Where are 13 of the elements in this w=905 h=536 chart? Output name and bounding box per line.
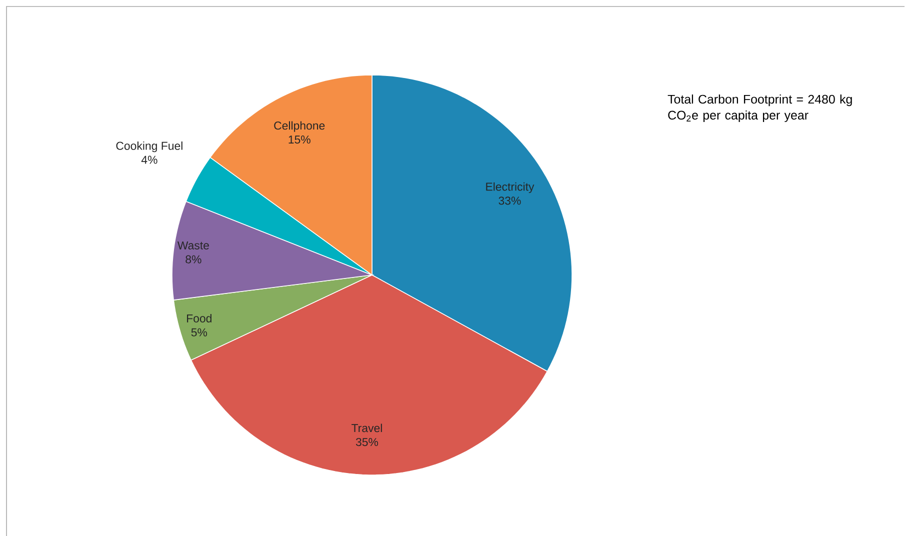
data-label: 4% — [141, 156, 158, 164]
data-label: 15% — [288, 135, 310, 144]
slice-label: Food — [187, 314, 212, 322]
slice-label: Travel — [352, 424, 382, 432]
data-label: 5% — [191, 328, 208, 336]
slice-label: Electricity — [486, 182, 534, 193]
slice-label: Cooking Fuel — [116, 141, 182, 152]
data-label: 33% — [498, 196, 521, 205]
text: Total Carbon Footprint = 2480 kg CO$_{2}$e per capita per year — [668, 94, 852, 122]
data-label: 8% — [186, 255, 202, 264]
slice-label: Cellphone — [274, 121, 325, 132]
slice-label: Waste — [177, 241, 209, 250]
data-label: 35% — [356, 438, 378, 446]
